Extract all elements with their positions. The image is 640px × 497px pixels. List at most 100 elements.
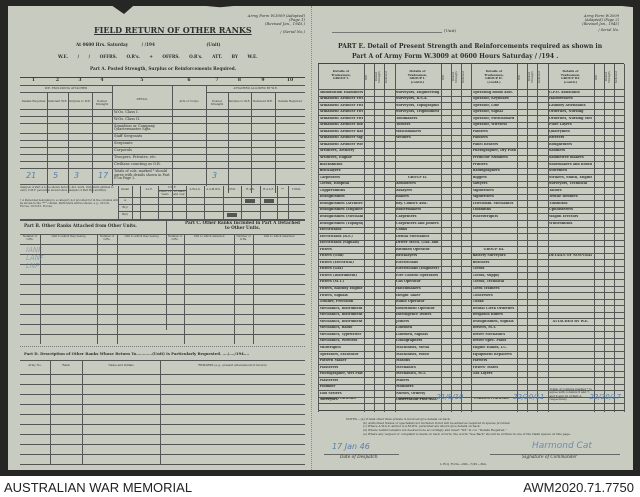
trade-name: Signwriters	[472, 188, 494, 192]
trade-name: Lithographers	[396, 339, 423, 343]
column-divider	[184, 234, 185, 344]
unit-field: (Unit)	[206, 42, 221, 47]
row-divider	[318, 285, 624, 287]
column-header: REMARKS (e.g., present whereabouts if kn…	[198, 363, 267, 367]
trade-name: Operator, Wireless	[472, 123, 507, 127]
trade-name: Draughtsmen (Architectural)	[319, 201, 363, 205]
row-divider	[318, 141, 624, 143]
row-divider	[318, 305, 624, 307]
row-divider	[318, 239, 624, 241]
trade-name: Armament Artificer Signals	[319, 136, 363, 140]
row-divider	[318, 278, 624, 280]
analysis-row-label: B(ii)	[121, 211, 129, 216]
trade-name: Surveyors, Trigonometrical	[396, 110, 439, 114]
row-divider	[318, 383, 624, 385]
row-divider	[20, 254, 305, 255]
column-divider	[374, 64, 376, 412]
trade-name: Armament Artificer Instrument	[319, 123, 363, 127]
column-divider	[68, 92, 69, 193]
trade-name: Clerk Trainees	[472, 287, 500, 290]
form-ref-line: / (Serial No.)	[280, 28, 305, 34]
row-divider	[20, 140, 305, 141]
column-divider	[166, 220, 167, 330]
trade-name: Turners	[396, 123, 411, 127]
trade-name: Signwriters	[472, 195, 494, 199]
row-divider	[318, 390, 624, 392]
column-header: Deficient	[538, 71, 542, 83]
trade-name: Telecomm. Mechanics	[472, 201, 514, 205]
trade-name: Armament Artificer Wireless	[319, 142, 363, 146]
handwritten-carried-forward: 21/8/10	[436, 393, 464, 401]
trade-name: Artificers, Engine	[319, 156, 352, 159]
row-divider	[318, 206, 624, 208]
analysis-header: R.A.N.	[246, 188, 255, 191]
date-line: At 0600 Hrs. Saturday / /194 (Unit)	[76, 42, 221, 48]
trade-name: Millwrights	[319, 345, 341, 349]
trade-name: Plasterers	[319, 378, 339, 382]
row-divider	[318, 147, 624, 149]
column-header: W.E.	[594, 74, 598, 80]
trade-name: Assayers	[396, 188, 413, 192]
column-header: Rank	[62, 363, 70, 367]
analysis-note: Analysis of Part A to be shown here by A…	[20, 186, 114, 193]
trade-name: Fitters	[319, 247, 332, 251]
trade-name: Engine Hands, I.C.	[472, 345, 508, 349]
trade-name: Plasterers	[319, 365, 339, 369]
form-ref-line: (Adapted) (Page 2)	[584, 17, 619, 22]
column-header: Unit to which they belong	[51, 235, 86, 238]
trade-name: Textile Refiners	[549, 195, 578, 199]
row-divider	[20, 334, 305, 335]
column-header: Deficient	[614, 71, 618, 83]
column-divider	[186, 186, 187, 220]
row-divider	[318, 324, 624, 326]
date-underline	[324, 454, 399, 455]
column-header: Posted Strength	[375, 71, 382, 83]
trade-name: Linemen, Signals	[396, 332, 428, 336]
column-header: W.E.	[518, 74, 521, 80]
column-divider	[172, 186, 173, 220]
part-e-title-2: Part A of Army Form W.3009 at 0600 Hours…	[352, 53, 559, 60]
trade-name: Millers	[396, 378, 410, 382]
row-divider	[318, 220, 624, 221]
row-divider	[20, 324, 305, 325]
trade-name: Ammunition Examiners	[319, 90, 363, 94]
rank-row-label: Staff Sergeants	[114, 133, 143, 138]
form-ref-line: (Page 1)	[289, 17, 305, 23]
column-divider	[132, 186, 133, 220]
column-divider	[624, 64, 625, 412]
column-divider	[82, 360, 83, 465]
trade-name: Draughtsmen	[319, 195, 345, 199]
row-divider	[318, 364, 624, 366]
rank-row-label: Corporals	[114, 147, 132, 152]
row-divider	[318, 370, 624, 372]
row-divider	[20, 220, 305, 221]
analysis-row-label: B(i)	[122, 204, 128, 209]
column-number: 4	[100, 78, 104, 83]
signature-label: Signature of Commander	[522, 455, 578, 460]
row-divider	[318, 213, 624, 215]
trade-name: Plumber	[319, 385, 336, 389]
trade-name: Shoemakers and Bootmakers	[549, 162, 592, 166]
date-field: / /194	[141, 42, 155, 47]
trade-name: Moulders	[396, 385, 414, 389]
trade-name: Tinsmiths	[549, 201, 568, 205]
trade-name: Gas Operator	[396, 280, 421, 284]
redacted-block	[264, 199, 274, 203]
column-divider	[160, 360, 161, 465]
column-divider	[97, 234, 98, 344]
trade-name: Plate Layers	[549, 123, 572, 127]
page-2: (Unit) Army Form W.3009 (Adapted) (Page …	[311, 6, 633, 470]
row-divider	[118, 197, 305, 198]
redacted-block	[227, 213, 237, 217]
analysis-header: Under 19 Years	[158, 190, 172, 196]
trade-name: Operator, Line	[472, 103, 500, 107]
handwritten-total: 21	[26, 171, 37, 180]
row-divider	[318, 265, 624, 267]
row-divider	[20, 404, 305, 405]
row-divider	[318, 272, 624, 274]
row-divider	[318, 95, 624, 97]
column-divider	[140, 186, 141, 220]
column-header: Deficient W.E.	[47, 99, 68, 103]
trade-name: Welders	[396, 136, 411, 140]
column-divider	[440, 64, 442, 412]
